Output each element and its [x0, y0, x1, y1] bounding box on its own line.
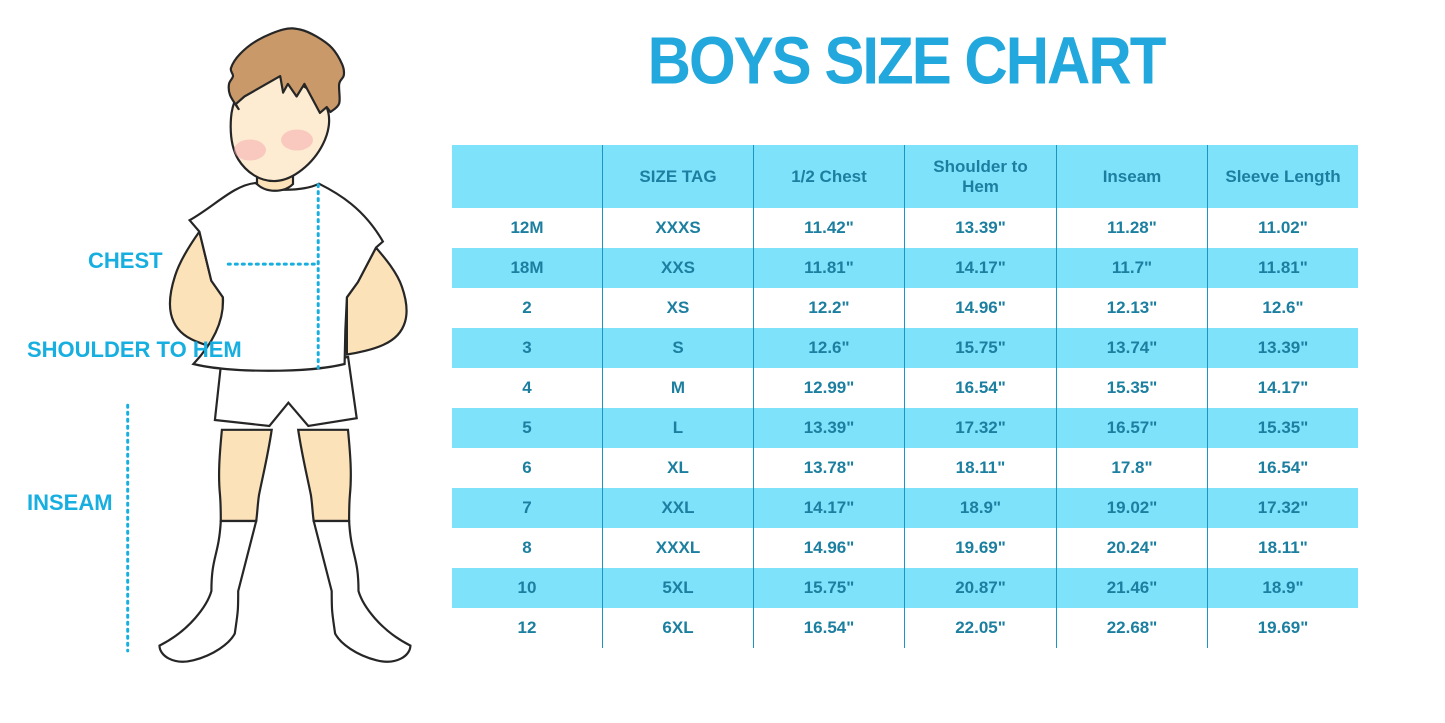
svg-text:INSEAM: INSEAM: [27, 490, 113, 515]
svg-text:SHOULDER TO HEM: SHOULDER TO HEM: [27, 337, 242, 362]
svg-text:CHEST: CHEST: [88, 248, 163, 273]
